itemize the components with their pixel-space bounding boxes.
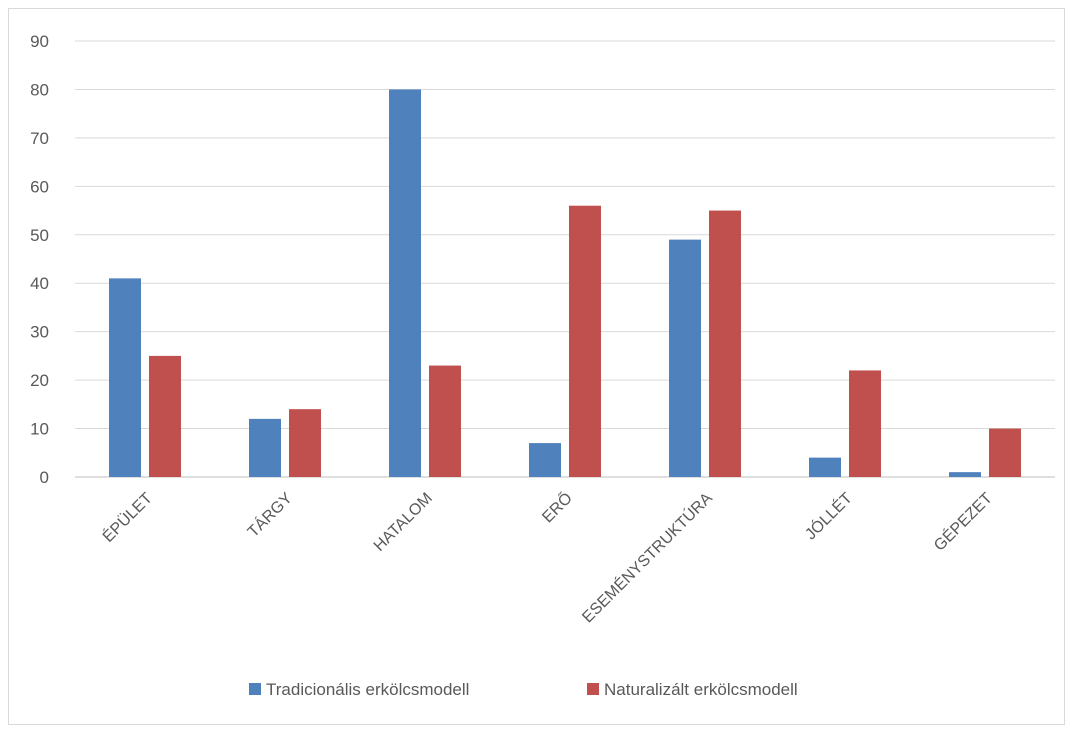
bar-naturalizalt [709,210,741,478]
x-category-label: HATALOM [371,490,436,555]
chart-frame: 0 10 20 30 40 50 60 70 80 90 ÉPÜLET TÁRGY HATALOM ER… [8,8,1065,725]
x-category-label: TÁRGY [243,488,296,541]
gridlines [75,40,1055,478]
bar-naturalizalt [849,370,881,477]
x-category-label: ESEMÉNYSTRUKTÚRA [578,488,716,626]
legend-label: Naturalizált erkölcsmodell [604,680,798,699]
bar-tradicionalis [669,239,701,477]
y-tick-label: 60 [30,177,49,196]
y-tick-label: 80 [30,80,49,99]
y-tick-label: 20 [30,371,49,390]
bar-chart: 0 10 20 30 40 50 60 70 80 90 ÉPÜLET TÁRGY HATALOM ER… [30,32,1055,699]
x-category-label: JÓLLÉT [801,488,856,543]
legend: Tradicionális erkölcsmodell Naturalizált … [249,680,798,699]
bar-naturalizalt [989,428,1021,477]
bar-naturalizalt [569,205,601,477]
y-axis-tick-labels: 0 10 20 30 40 50 60 70 80 90 [30,32,49,487]
legend-swatch [249,683,261,695]
y-tick-label: 40 [30,274,49,293]
bar-naturalizalt [429,365,461,477]
bars [109,89,1021,478]
bar-naturalizalt [289,409,321,477]
bar-tradicionalis [109,278,141,477]
bar-tradicionalis [949,472,981,477]
x-category-label: GÉPEZET [930,488,996,554]
x-category-label: ÉPÜLET [98,488,156,546]
bar-tradicionalis [249,418,281,477]
bar-tradicionalis [529,443,561,477]
bar-tradicionalis [389,89,421,477]
x-category-label: ERŐ [538,488,576,526]
x-axis-category-labels: ÉPÜLET TÁRGY HATALOM ERŐ ESEMÉNYSTRUKTÚRA JÓL… [98,488,996,626]
y-tick-label: 70 [30,129,49,148]
bar-naturalizalt [149,355,181,477]
y-tick-label: 10 [30,420,49,439]
legend-swatch [587,683,599,695]
y-tick-label: 90 [30,32,49,51]
y-tick-label: 50 [30,226,49,245]
legend-label: Tradicionális erkölcsmodell [266,680,469,699]
bar-tradicionalis [809,457,841,477]
y-tick-label: 0 [40,468,49,487]
y-tick-label: 30 [30,323,49,342]
